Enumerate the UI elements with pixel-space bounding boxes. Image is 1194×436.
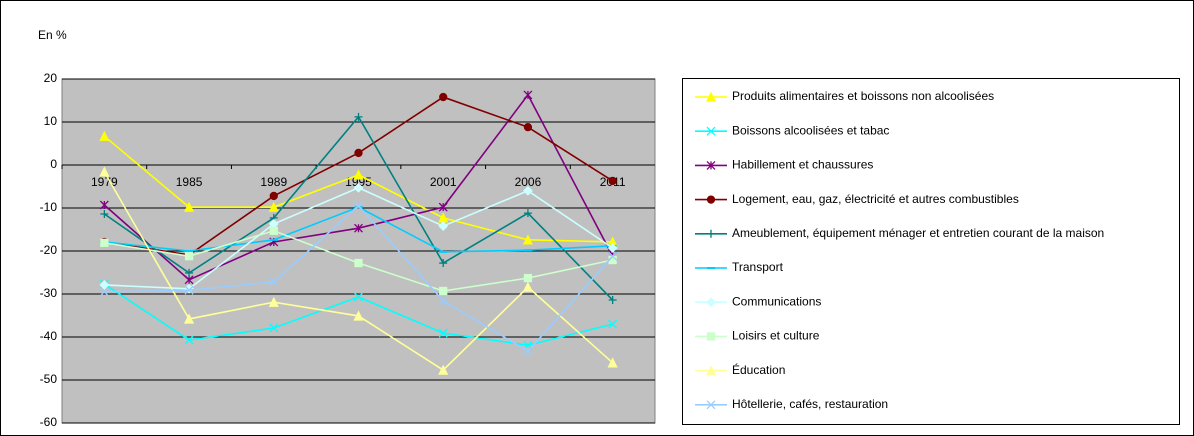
marker [523,209,532,218]
marker [268,296,279,307]
marker [438,202,448,212]
marker [523,346,533,356]
y-axis-label: En % [38,28,67,42]
legend-label: Ameublement, équipement ménager et entre… [732,226,1104,240]
y-tick-label: -40 [40,329,58,343]
marker [607,357,618,368]
marker [184,313,195,324]
marker [522,281,533,292]
marker [705,365,717,376]
marker [354,148,363,158]
marker [354,258,363,268]
y-tick-label: -20 [40,243,58,257]
marker [705,91,717,102]
legend-label: Logement, eau, gaz, électricité et autre… [732,192,1019,206]
marker [438,328,448,338]
marker [523,185,533,196]
x-tick-label: 2006 [515,175,542,189]
marker [607,243,618,253]
marker [99,130,110,141]
marker [608,176,617,186]
marker [184,335,194,345]
marker [354,292,363,302]
marker [439,286,448,296]
y-tick-label: 0 [50,157,57,171]
marker [99,166,110,177]
marker [439,92,448,102]
legend-label: Transport [732,260,784,274]
marker [438,296,448,306]
marker [522,234,533,245]
marker [438,364,449,375]
marker [523,273,533,283]
marker [269,191,278,201]
y-tick-label: -10 [40,200,58,214]
marker [706,332,716,341]
legend-label: Éducation [732,362,785,377]
marker [353,169,364,180]
marker [706,126,716,136]
x-tick-label: 1979 [91,175,118,189]
x-tick-label: 1985 [176,175,203,189]
marker [354,201,363,211]
marker [100,210,109,219]
marker [353,310,364,321]
legend-label: Communications [732,294,821,308]
marker [269,277,279,287]
marker [706,195,716,204]
legend-label: Habillement et chaussures [732,158,873,172]
marker [439,259,448,268]
legend-label: Loisirs et culture [732,329,820,343]
legend-label: Boissons alcoolisées et tabac [732,123,889,137]
series [100,112,617,305]
legend-label: Produits alimentaires et boissons non al… [732,89,994,103]
marker [706,160,716,170]
marker [99,287,109,297]
marker [707,229,715,238]
marker [99,280,110,290]
marker [184,252,194,261]
marker [184,275,194,285]
marker [608,319,618,329]
marker [523,123,533,132]
y-tick-label: -50 [40,372,58,386]
y-tick-label: 10 [44,114,58,128]
marker [438,221,449,231]
marker [268,201,279,212]
y-tick-label: -60 [40,415,58,429]
legend-label: Hôtellerie, cafés, restauration [732,397,888,411]
marker [184,201,195,212]
series [99,201,618,356]
marker [99,200,109,210]
marker [354,223,363,233]
marker [354,112,363,121]
marker [185,268,194,277]
marker [706,400,716,410]
marker [353,182,364,193]
marker [100,238,109,247]
marker [608,251,618,261]
marker [184,285,194,295]
y-tick-label: -30 [40,286,58,300]
marker [269,226,278,235]
marker [523,90,533,100]
x-tick-label: 1989 [260,175,287,189]
marker [608,296,617,305]
y-tick-label: 20 [44,71,58,85]
series [99,130,618,247]
series [100,226,617,296]
x-tick-label: 2001 [430,175,457,189]
marker [269,323,279,333]
marker [706,297,716,308]
series [99,166,618,375]
legend-box [682,78,1180,425]
